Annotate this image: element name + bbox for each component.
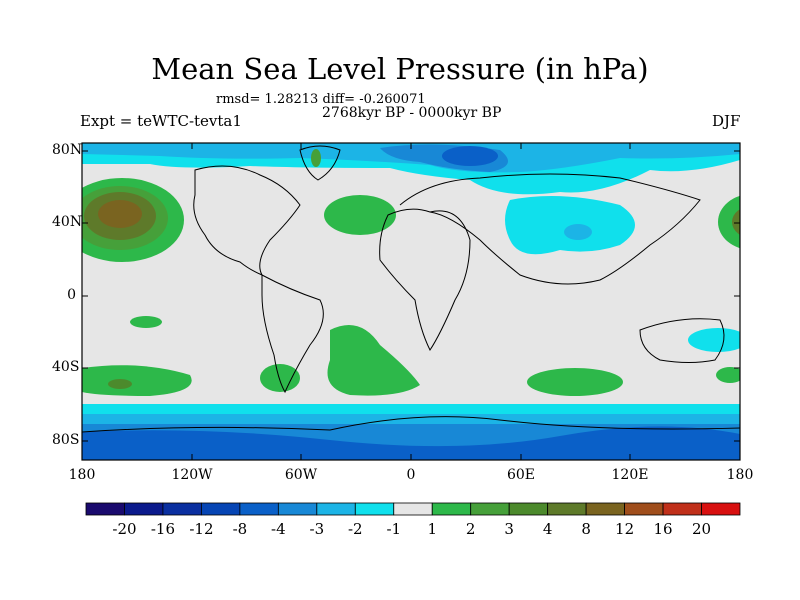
colorbar: [85, 502, 741, 516]
period-text: 2768kyr BP - 0000kyr BP: [322, 105, 502, 121]
south-america-coast: [261, 274, 324, 394]
australia-coast: [639, 318, 725, 363]
colorbar-label: -4: [271, 520, 286, 538]
coastlines: [82, 145, 740, 433]
colorbar-label: 16: [653, 520, 673, 538]
eurasia-coast: [399, 173, 701, 285]
lat-label: 0: [67, 287, 76, 303]
antarctica-coast: [82, 416, 740, 433]
colorbar-label: 20: [691, 520, 712, 538]
greenland-high: [311, 149, 321, 167]
arctic-low-center: [442, 146, 498, 166]
atlantic-high: [324, 195, 396, 235]
lon-label: 0: [406, 467, 416, 483]
colorbar-swatch: [662, 502, 702, 516]
lat-label: 40N: [52, 214, 83, 230]
stats-text: rmsd= 1.28213 diff= -0.260071: [216, 92, 426, 107]
lon-label: 180: [726, 467, 754, 483]
colorbar-swatch: [201, 502, 241, 516]
colorbar-swatch: [124, 502, 164, 516]
colorbar-label: 12: [615, 520, 635, 538]
colorbar-swatch: [316, 502, 356, 516]
lon-label: 60W: [284, 467, 318, 483]
colorbar-label: -3: [309, 520, 325, 538]
colorbar-label: 2: [465, 520, 476, 538]
colorbar-swatch: [85, 502, 125, 516]
south-pacific-high-core: [108, 379, 132, 389]
colorbar-swatch: [585, 502, 625, 516]
colorbar-label: 3: [504, 520, 514, 538]
lat-label: 80N: [52, 142, 83, 158]
pacific-high-core: [98, 200, 142, 228]
colorbar-swatch: [508, 502, 549, 516]
colorbar-swatch: [431, 502, 472, 516]
north-america-coast: [193, 165, 301, 277]
lon-label: 120E: [611, 467, 649, 483]
nz-high: [716, 367, 740, 383]
colorbar-label: -1: [386, 520, 402, 538]
colorbar-label: -8: [232, 520, 248, 538]
antarctic-low: [82, 426, 740, 460]
pressure-field: [82, 143, 740, 460]
colorbar-label: -2: [347, 520, 363, 538]
colorbar-swatch: [354, 502, 395, 516]
colorbar-label: 8: [581, 520, 591, 538]
tropical-pacific-high: [130, 316, 162, 328]
patagonia-high: [260, 364, 300, 392]
colorbar-swatch: [162, 502, 202, 516]
colorbar-label: -16: [150, 520, 176, 538]
colorbar-swatch: [393, 502, 433, 516]
experiment-label: Expt = teWTC-tevta1: [80, 112, 242, 130]
lon-label: 120W: [171, 467, 213, 483]
south-pacific-high: [82, 365, 192, 396]
lat-label: 80S: [52, 432, 80, 448]
page-title: Mean Sea Level Pressure (in hPa): [151, 52, 649, 86]
greenland-coast: [299, 145, 341, 181]
colorbar-label: -12: [189, 520, 214, 538]
colorbar-label: -20: [112, 520, 137, 538]
colorbar-swatch: [239, 502, 279, 516]
south-indian-high: [527, 368, 623, 396]
lon-label: 60E: [506, 467, 536, 483]
colorbar-swatch: [701, 502, 741, 516]
east-pacific-high: [718, 195, 740, 249]
east-pacific-high-core: [732, 209, 740, 235]
lat-ticks: [82, 150, 740, 442]
colorbar-swatch: [547, 502, 587, 516]
colorbar-label: 1: [427, 520, 437, 538]
colorbar-swatch: [277, 502, 318, 516]
australian-low: [688, 328, 740, 352]
colorbar-swatch: [470, 502, 510, 516]
lon-ticks: [81, 143, 741, 460]
colorbar-label: 4: [542, 520, 553, 538]
asian-low-core: [564, 224, 592, 240]
colorbar-swatch: [624, 502, 664, 516]
africa-coast: [379, 208, 471, 351]
asian-low: [505, 196, 635, 255]
season-label: DJF: [712, 112, 741, 130]
lon-label: 180: [68, 467, 96, 483]
lat-label: 40S: [52, 359, 80, 375]
south-atlantic-high: [327, 325, 420, 396]
